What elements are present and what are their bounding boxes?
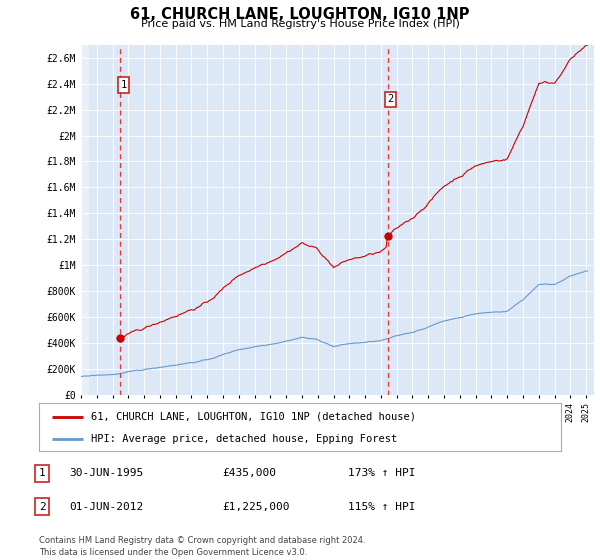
Text: 61, CHURCH LANE, LOUGHTON, IG10 1NP (detached house): 61, CHURCH LANE, LOUGHTON, IG10 1NP (det… xyxy=(91,412,416,422)
Text: £435,000: £435,000 xyxy=(222,468,276,478)
Text: 30-JUN-1995: 30-JUN-1995 xyxy=(69,468,143,478)
Text: 2: 2 xyxy=(38,502,46,512)
Text: HPI: Average price, detached house, Epping Forest: HPI: Average price, detached house, Eppi… xyxy=(91,434,397,444)
Text: Contains HM Land Registry data © Crown copyright and database right 2024.: Contains HM Land Registry data © Crown c… xyxy=(39,536,365,545)
Text: 1: 1 xyxy=(38,468,46,478)
Text: 01-JUN-2012: 01-JUN-2012 xyxy=(69,502,143,512)
Text: 173% ↑ HPI: 173% ↑ HPI xyxy=(348,468,415,478)
Text: £1,225,000: £1,225,000 xyxy=(222,502,290,512)
Text: 61, CHURCH LANE, LOUGHTON, IG10 1NP: 61, CHURCH LANE, LOUGHTON, IG10 1NP xyxy=(130,7,470,22)
Text: 115% ↑ HPI: 115% ↑ HPI xyxy=(348,502,415,512)
Text: 1: 1 xyxy=(121,80,127,90)
Text: Price paid vs. HM Land Registry's House Price Index (HPI): Price paid vs. HM Land Registry's House … xyxy=(140,19,460,29)
Text: This data is licensed under the Open Government Licence v3.0.: This data is licensed under the Open Gov… xyxy=(39,548,307,557)
Text: 2: 2 xyxy=(387,94,394,104)
